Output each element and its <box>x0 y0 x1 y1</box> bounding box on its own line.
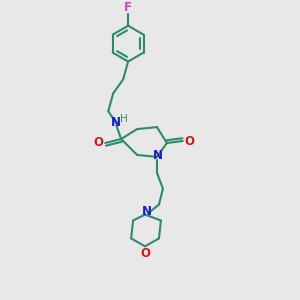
Text: O: O <box>140 247 150 260</box>
Text: N: N <box>142 205 152 218</box>
Text: O: O <box>185 134 195 148</box>
Text: F: F <box>124 1 132 14</box>
Text: N: N <box>153 149 163 162</box>
Text: H: H <box>120 114 128 124</box>
Text: O: O <box>93 136 103 149</box>
Text: N: N <box>111 116 121 129</box>
